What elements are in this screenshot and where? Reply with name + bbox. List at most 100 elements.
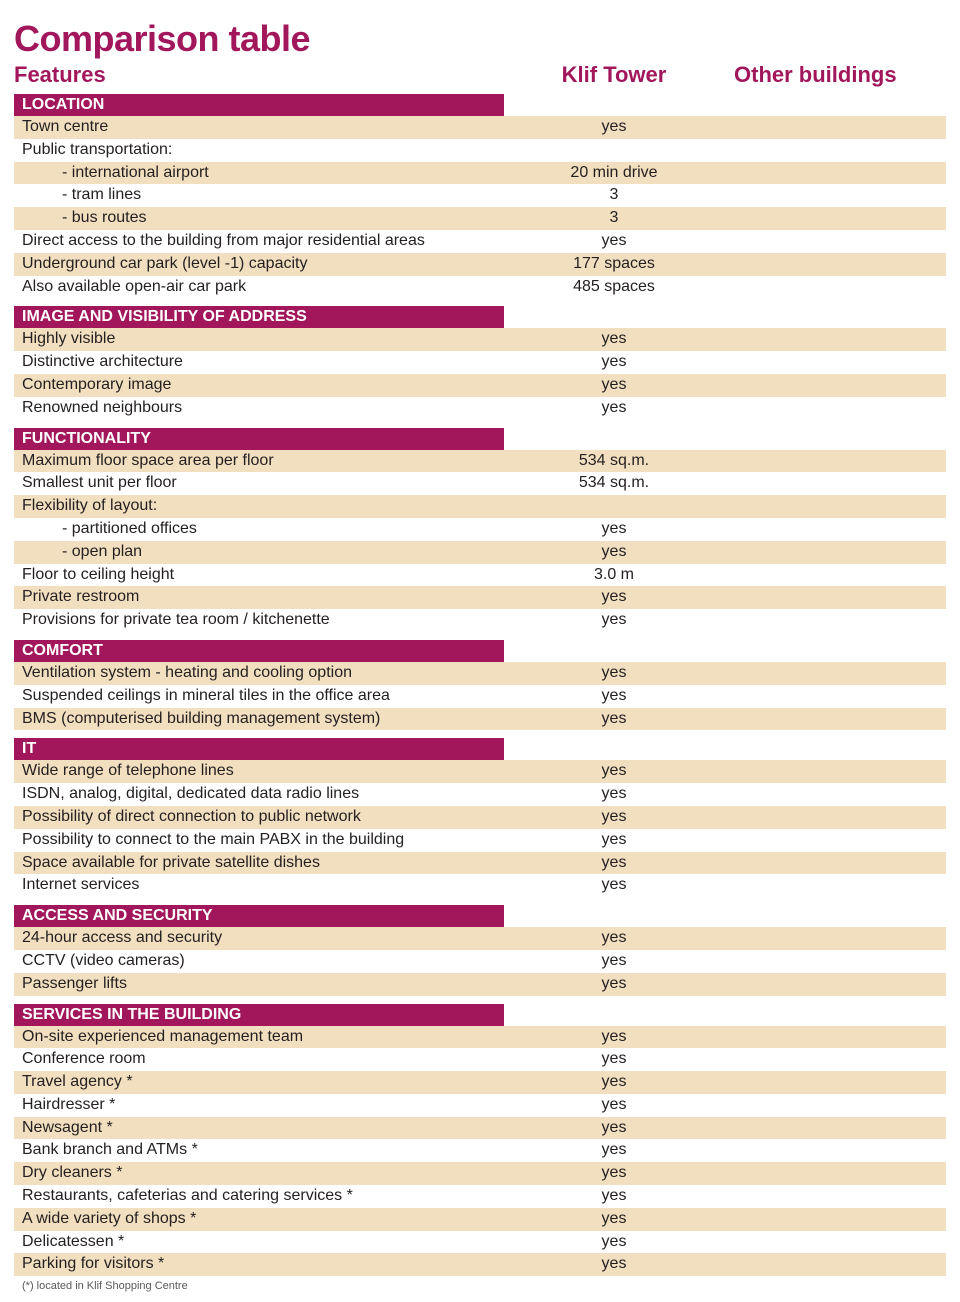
row-value: yes xyxy=(504,1185,724,1208)
row-label: Bank branch and ATMs * xyxy=(14,1139,504,1162)
table-row: A wide variety of shops *yes xyxy=(14,1208,946,1231)
header-klif-tower: Klif Tower xyxy=(504,62,724,88)
table-row: Suspended ceilings in mineral tiles in t… xyxy=(14,685,946,708)
table-row: ISDN, analog, digital, dedicated data ra… xyxy=(14,783,946,806)
table-row: Dry cleaners *yes xyxy=(14,1162,946,1185)
row-label: Possibility to connect to the main PABX … xyxy=(14,829,504,852)
table-row: Conference roomyes xyxy=(14,1048,946,1071)
table-row: On-site experienced management teamyes xyxy=(14,1026,946,1049)
row-other xyxy=(724,1208,946,1231)
table-row: Private restroomyes xyxy=(14,586,946,609)
row-label: Also available open-air car park xyxy=(14,276,504,299)
row-value: yes xyxy=(504,783,724,806)
row-label: Passenger lifts xyxy=(14,973,504,996)
table-row: Smallest unit per floor534 sq.m. xyxy=(14,472,946,495)
row-other xyxy=(724,1094,946,1117)
table-row: - bus routes3 xyxy=(14,207,946,230)
row-label: Travel agency * xyxy=(14,1071,504,1094)
table-body: LOCATIONTown centreyesPublic transportat… xyxy=(14,94,946,1276)
row-value: 534 sq.m. xyxy=(504,450,724,473)
row-value: yes xyxy=(504,685,724,708)
table-row: Town centreyes xyxy=(14,116,946,139)
row-other xyxy=(724,139,946,162)
row-value: yes xyxy=(504,1208,724,1231)
row-label: A wide variety of shops * xyxy=(14,1208,504,1231)
table-row: Maximum floor space area per floor534 sq… xyxy=(14,450,946,473)
row-other xyxy=(724,685,946,708)
table-row: Highly visibleyes xyxy=(14,328,946,351)
table-row: Possibility of direct connection to publ… xyxy=(14,806,946,829)
page-title: Comparison table xyxy=(14,18,946,60)
row-other xyxy=(724,1162,946,1185)
table-row: Hairdresser *yes xyxy=(14,1094,946,1117)
row-value: yes xyxy=(504,1094,724,1117)
row-other xyxy=(724,806,946,829)
table-row: Renowned neighboursyes xyxy=(14,397,946,420)
row-other xyxy=(724,760,946,783)
row-label: Provisions for private tea room / kitche… xyxy=(14,609,504,632)
row-value: 3.0 m xyxy=(504,564,724,587)
row-other xyxy=(724,1117,946,1140)
row-value: yes xyxy=(504,518,724,541)
row-other xyxy=(724,950,946,973)
row-value: yes xyxy=(504,1162,724,1185)
row-label: Newsagent * xyxy=(14,1117,504,1140)
table-row: Flexibility of layout: xyxy=(14,495,946,518)
table-row: Newsagent *yes xyxy=(14,1117,946,1140)
row-other xyxy=(724,397,946,420)
table-row: Public transportation: xyxy=(14,139,946,162)
row-other xyxy=(724,116,946,139)
row-other xyxy=(724,1026,946,1049)
row-label: - partitioned offices xyxy=(14,518,504,541)
table-row: Delicatessen *yes xyxy=(14,1231,946,1254)
row-value: yes xyxy=(504,351,724,374)
row-label: Underground car park (level -1) capacity xyxy=(14,253,504,276)
table-row: Bank branch and ATMs *yes xyxy=(14,1139,946,1162)
row-value: yes xyxy=(504,973,724,996)
row-value: yes xyxy=(504,374,724,397)
row-label: Renowned neighbours xyxy=(14,397,504,420)
row-label: ISDN, analog, digital, dedicated data ra… xyxy=(14,783,504,806)
row-value: yes xyxy=(504,328,724,351)
row-label: Floor to ceiling height xyxy=(14,564,504,587)
table-row: Floor to ceiling height3.0 m xyxy=(14,564,946,587)
row-value: yes xyxy=(504,760,724,783)
row-value: yes xyxy=(504,829,724,852)
row-value: yes xyxy=(504,708,724,731)
table-row: Parking for visitors *yes xyxy=(14,1253,946,1276)
row-label: - tram lines xyxy=(14,184,504,207)
row-label: Private restroom xyxy=(14,586,504,609)
row-other xyxy=(724,207,946,230)
row-other xyxy=(724,564,946,587)
row-other xyxy=(724,162,946,185)
table-row: BMS (computerised building management sy… xyxy=(14,708,946,731)
row-value: yes xyxy=(504,230,724,253)
column-headers: Features Klif Tower Other buildings xyxy=(14,62,946,88)
row-value: yes xyxy=(504,586,724,609)
row-other xyxy=(724,586,946,609)
row-label: Distinctive architecture xyxy=(14,351,504,374)
row-label: - international airport xyxy=(14,162,504,185)
row-value: 3 xyxy=(504,184,724,207)
row-value: yes xyxy=(504,950,724,973)
footnote: (*) located in Klif Shopping Centre xyxy=(14,1276,946,1292)
row-value: yes xyxy=(504,927,724,950)
table-row: - tram lines3 xyxy=(14,184,946,207)
row-label: Delicatessen * xyxy=(14,1231,504,1254)
section-header: COMFORT xyxy=(14,640,504,662)
row-label: Wide range of telephone lines xyxy=(14,760,504,783)
row-label: Contemporary image xyxy=(14,374,504,397)
table-row: Contemporary imageyes xyxy=(14,374,946,397)
row-label: Restaurants, cafeterias and catering ser… xyxy=(14,1185,504,1208)
section-header: ACCESS AND SECURITY xyxy=(14,905,504,927)
row-value: yes xyxy=(504,116,724,139)
section-header: IT xyxy=(14,738,504,760)
table-row: 24-hour access and securityyes xyxy=(14,927,946,950)
table-row: - open planyes xyxy=(14,541,946,564)
row-other xyxy=(724,1139,946,1162)
row-value: yes xyxy=(504,1139,724,1162)
row-other xyxy=(724,541,946,564)
row-other xyxy=(724,1185,946,1208)
row-other xyxy=(724,1253,946,1276)
row-label: CCTV (video cameras) xyxy=(14,950,504,973)
